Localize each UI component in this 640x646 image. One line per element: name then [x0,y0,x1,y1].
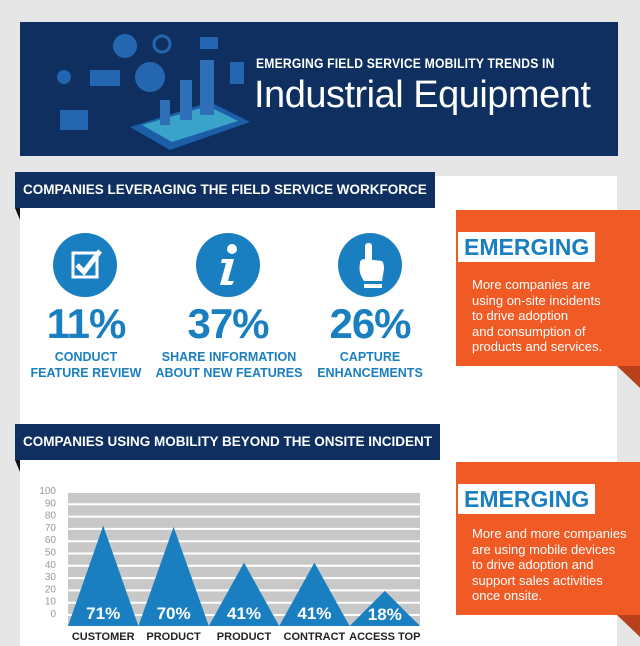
callout-line: and consumption of [472,323,586,339]
triangle-bar [349,590,420,626]
callout-line: More companies are [472,277,591,292]
banner-fold [15,460,20,472]
stat-label-line: FEATURE REVIEW [30,366,142,380]
data-label: 70% [157,604,191,623]
callout-line: More and more companies [472,526,627,541]
y-tick-label: 50 [45,548,57,559]
stat-label: CAPTURE ENHANCEMENTS [285,349,455,381]
stat-label-line: ENHANCEMENTS [317,366,423,380]
data-label: 41% [227,604,261,623]
y-tick-label: 80 [45,511,57,522]
callout-text: More companies are using on-site inciden… [472,277,602,355]
stat-value: 11% [46,300,127,347]
info-icon [196,233,260,297]
callout-line: using on-site incidents [472,292,601,308]
triangle-bar [68,525,139,626]
stat-value: 37% [187,300,269,347]
callout-line: are using mobile devices [472,541,616,557]
category-label: PRODUCT [146,631,201,640]
category-label: CUSTOMER [72,631,135,640]
emerging-tag: EMERGING [458,484,596,514]
stat-label-line: CAPTURE [339,350,401,364]
y-tick-label: 10 [45,597,57,608]
stat-label-line: SHARE INFORMATION [161,350,297,364]
triangle-bar [208,562,280,626]
data-label: 41% [297,604,331,623]
callout-fold [617,615,640,637]
callout-line: products and services. [472,339,603,354]
header-title: Industrial Equipment [254,74,591,116]
y-tick-label: 70 [45,523,57,534]
category-label: PRODUCT [217,631,272,640]
stat-label-line: CONDUCT [54,350,118,364]
y-tick-label: 90 [45,498,57,509]
callout-text: More and more companies are using mobile… [472,526,627,604]
y-tick-label: 20 [45,584,57,595]
checkbox-icon [53,233,117,297]
callout-line: support sales activities [472,572,603,588]
y-tick-label: 30 [45,572,57,583]
header-subtitle: EMERGING FIELD SERVICE MOBILITY TRENDS I… [256,56,555,71]
triangle-bar [279,562,350,626]
data-label: 71% [86,604,120,623]
triangle-bar [138,526,209,626]
y-tick-label: 60 [45,535,57,546]
technology-illustration-icon [57,34,250,150]
stat-label: SHARE INFORMATION ABOUT NEW FEATURES [144,349,314,381]
banner-fold [15,208,20,220]
emerging-tag: EMERGING [458,232,596,262]
stat-label: CONDUCT FEATURE REVIEW [1,349,171,381]
stat-value: 26% [329,300,411,347]
callout-line: once onsite. [472,588,543,603]
y-tick-label: 100 [39,486,56,497]
y-tick-label: 40 [45,560,57,571]
header-banner: EMERGING FIELD SERVICE MOBILITY TRENDS I… [20,22,618,156]
category-label: CONTRACT [284,631,346,640]
category-label: ACCESS TOP [349,631,420,640]
stat-label-line: ABOUT NEW FEATURES [155,366,303,380]
data-label: 18% [368,605,402,624]
section2-title: COMPANIES USING MOBILITY BEYOND THE ONSI… [15,424,441,460]
pointing-hand-icon [338,233,402,297]
callout-fold [617,366,640,388]
emerging-callout-1: EMERGING More companies are using on-sit… [456,210,640,366]
emerging-callout-2: EMERGING More and more companies are usi… [456,462,640,615]
section1-title: COMPANIES LEVERAGING THE FIELD SERVICE W… [15,172,435,208]
callout-line: to drive adoption and [472,557,594,572]
callout-line: to drive adoption [472,308,569,323]
y-tick-label: 0 [50,609,56,620]
